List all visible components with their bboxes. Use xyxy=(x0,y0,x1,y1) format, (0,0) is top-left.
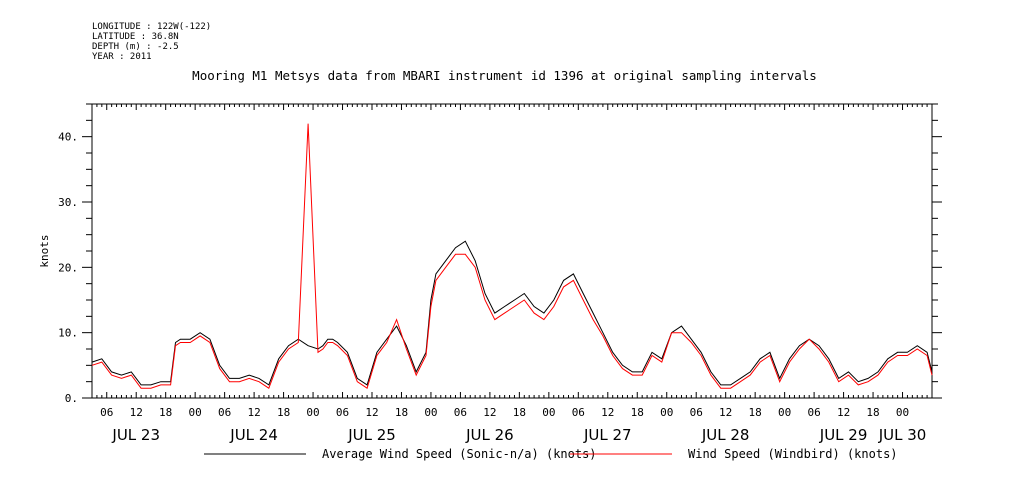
y-tick-label: 40. xyxy=(58,131,78,144)
x-tick-label: 06 xyxy=(218,406,231,419)
x-tick-label: 12 xyxy=(837,406,850,419)
day-label: JUL 26 xyxy=(465,426,514,444)
x-tick-label: 12 xyxy=(601,406,614,419)
y-tick-label: 10. xyxy=(58,327,78,340)
x-tick-label: 00 xyxy=(542,406,555,419)
depth-text: DEPTH (m) : -2.5 xyxy=(92,42,179,52)
x-tick-label: 06 xyxy=(807,406,820,419)
series-lines xyxy=(91,123,933,389)
x-tick-label: 06 xyxy=(100,406,113,419)
x-tick-label: 18 xyxy=(631,406,644,419)
x-tick-label: 18 xyxy=(749,406,762,419)
day-label: JUL 25 xyxy=(347,426,396,444)
x-tick-label: 12 xyxy=(365,406,378,419)
year-text: YEAR : 2011 xyxy=(92,52,152,62)
x-tick-label: 18 xyxy=(513,406,526,419)
x-tick-label: 06 xyxy=(572,406,585,419)
x-tick-label: 12 xyxy=(247,406,260,419)
y-tick-label: 20. xyxy=(58,261,78,274)
legend-label-average: Average Wind Speed (Sonic-n/a) (knots) xyxy=(322,447,597,461)
x-tick-label: 00 xyxy=(189,406,202,419)
longitude-text: LONGITUDE : 122W(-122) xyxy=(92,22,212,32)
y-tick-label: 0. xyxy=(65,392,78,405)
y-axis-label: knots xyxy=(38,234,51,267)
plot-frame xyxy=(91,103,933,399)
day-label: JUL 29 xyxy=(819,426,868,444)
x-tick-label: 06 xyxy=(454,406,467,419)
x-tick-labels: 06 12 18 00 06 12 18 00 06 12 18 00 06 12 18 00 06 12 18 00… xyxy=(100,406,909,419)
day-label: JUL 24 xyxy=(229,426,278,444)
x-tick-label: 06 xyxy=(336,406,349,419)
y-tick-labels: 0. 10. 20. 30. 40. xyxy=(58,131,78,405)
x-tick-label: 12 xyxy=(483,406,496,419)
day-label: JUL 28 xyxy=(701,426,750,444)
latitude-text: LATITUDE : 36.8N xyxy=(92,32,179,42)
x-tick-label: 00 xyxy=(424,406,437,419)
x-tick-label: 12 xyxy=(130,406,143,419)
x-tick-label: 00 xyxy=(660,406,673,419)
series-line-average-wind xyxy=(91,240,933,386)
x-tick-label: 18 xyxy=(866,406,879,419)
chart-title: Mooring M1 Metsys data from MBARI instru… xyxy=(192,68,817,83)
day-label: JUL 30 xyxy=(878,426,927,444)
y-tick-label: 30. xyxy=(58,196,78,209)
x-tick-label: 12 xyxy=(719,406,732,419)
day-labels: JUL 23 JUL 24 JUL 25 JUL 26 JUL 27 JUL 28 JUL … xyxy=(111,426,926,444)
legend: Average Wind Speed (Sonic-n/a) (knots) W… xyxy=(204,447,898,461)
x-tick-label: 00 xyxy=(306,406,319,419)
x-tick-label: 18 xyxy=(395,406,408,419)
axis-ticks xyxy=(82,103,942,399)
x-tick-label: 18 xyxy=(159,406,172,419)
series-line-windbird xyxy=(91,123,933,389)
x-tick-label: 18 xyxy=(277,406,290,419)
x-tick-label: 00 xyxy=(896,406,909,419)
mooring-metadata: LONGITUDE : 122W(-122) LATITUDE : 36.8N … xyxy=(92,22,211,62)
day-label: JUL 23 xyxy=(111,426,160,444)
legend-label-windbird: Wind Speed (Windbird) (knots) xyxy=(688,447,898,461)
x-tick-label: 06 xyxy=(690,406,703,419)
x-tick-label: 00 xyxy=(778,406,791,419)
day-label: JUL 27 xyxy=(583,426,632,444)
